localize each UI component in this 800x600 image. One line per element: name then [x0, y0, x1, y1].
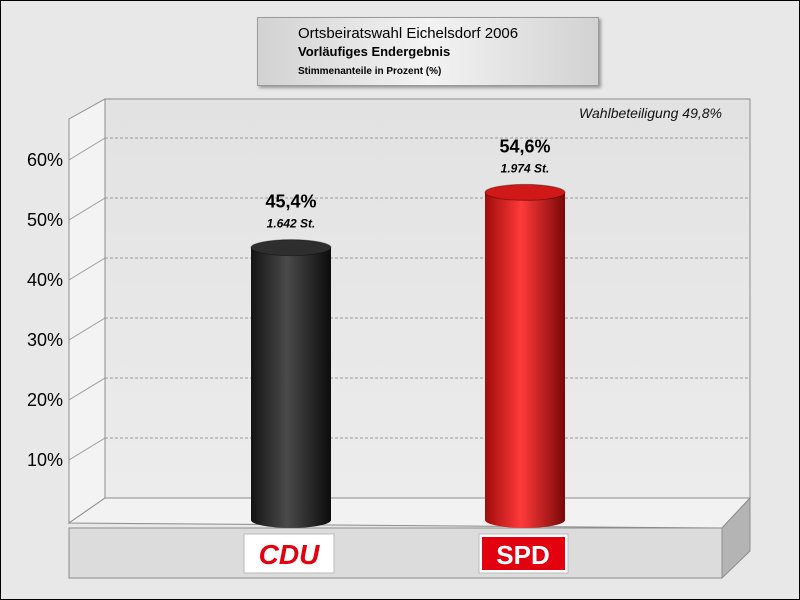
side-wall [68, 98, 106, 524]
side-gridline-60 [68, 137, 106, 161]
votes-label: 1.974 St. [501, 161, 550, 175]
y-tick-label: 10% [27, 450, 63, 470]
y-tick-label: 20% [27, 390, 63, 410]
chart-title: Ortsbeiratswahl Eichelsdorf 2006 [298, 25, 519, 42]
value-label: 45,4% [265, 192, 316, 212]
side-gridline-30 [68, 317, 106, 341]
y-tick-label: 50% [27, 210, 63, 230]
bar-body [251, 247, 331, 528]
y-tick-label: 40% [27, 270, 63, 290]
votes-label: 1.642 St. [267, 217, 316, 231]
bar-spd [484, 183, 566, 528]
y-tick-label: 60% [27, 150, 63, 170]
bars [250, 183, 566, 528]
cdu-logo-text: CDU [259, 539, 320, 570]
y-axis-labels: 10% 20% 30% 40% 50% 60% [27, 150, 63, 470]
gridlines [68, 137, 750, 461]
base-side [721, 496, 751, 580]
cdu-logo: CDU [243, 533, 335, 574]
side-gridline-20 [68, 377, 106, 401]
bar-top [484, 183, 566, 201]
y-tick-label: 30% [27, 330, 63, 350]
side-gridline-40 [68, 257, 106, 281]
title-box: Ortsbeiratswahl Eichelsdorf 2006 Vorläuf… [257, 17, 599, 86]
bar-top [250, 239, 332, 257]
back-wall [104, 98, 751, 499]
turnout-annotation: Wahlbeteiligung 49,8% [579, 105, 722, 121]
spd-logo-text: SPD [496, 540, 549, 570]
chart-subtitle: Vorläufiges Endergebnis [298, 44, 451, 59]
chart-unit-note: Stimmenanteile in Prozent (%) [298, 66, 442, 77]
bar-body [485, 192, 565, 528]
value-label: 54,6% [499, 136, 550, 156]
data-labels: 45,4% 1.642 St. 54,6% 1.974 St. [265, 136, 550, 230]
side-gridline-50 [68, 197, 106, 221]
bar-cdu [250, 239, 332, 528]
floor [67, 497, 752, 529]
side-gridline-10 [68, 437, 106, 461]
spd-logo: SPD [478, 533, 569, 574]
base-front [68, 527, 723, 579]
